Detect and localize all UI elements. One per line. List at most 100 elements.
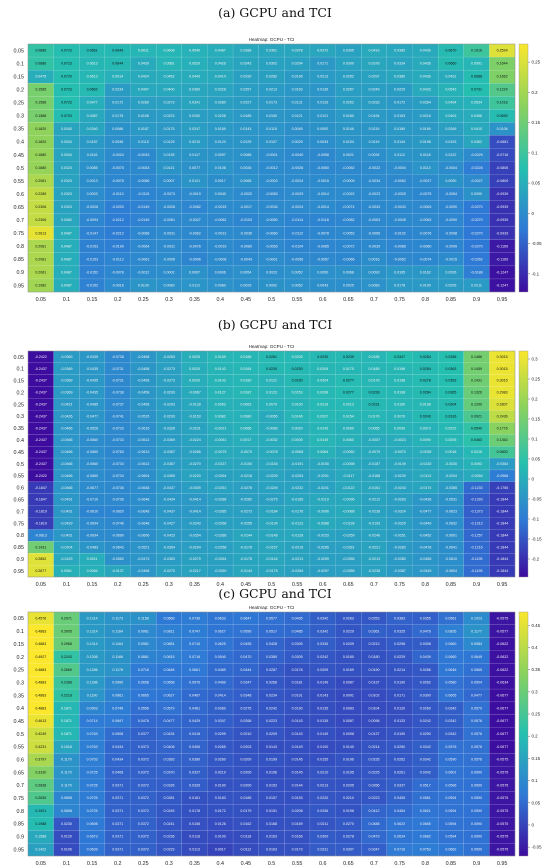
y-tick-label: 0.2 xyxy=(17,87,25,93)
x-tick-label: 0.15 xyxy=(87,297,98,303)
cell-value-label: -0.0034 xyxy=(265,205,277,209)
cell-value-label: 0.0649 xyxy=(471,655,482,659)
cell-value-label: 0.1820 xyxy=(35,140,46,144)
cell-value-label: 0.0961 xyxy=(138,629,149,633)
cell-value-label: -0.0150 xyxy=(317,462,329,466)
cell-value-label: 0.0372 xyxy=(138,771,149,775)
cell-value-label: 0.0183 xyxy=(215,796,226,800)
y-tick-label: 0.5 xyxy=(17,732,25,738)
cell-value-label: 0.0325 xyxy=(394,629,405,633)
cell-value-label: -0.0273 xyxy=(240,510,252,514)
cell-value-label: -0.1373 xyxy=(470,510,482,514)
cell-value-label: 0.0250 xyxy=(420,732,431,736)
cell-value-label: 0.0280 xyxy=(138,101,149,105)
cell-value-label: -0.0285 xyxy=(342,569,354,573)
cell-value-label: 0.0123 xyxy=(215,140,226,144)
cell-value-label: 0.0275 xyxy=(240,706,251,710)
cell-value-label: -0.0231 xyxy=(189,426,201,430)
cell-value-label: 0.0020 xyxy=(292,426,303,430)
cell-value-label: 0.0282 xyxy=(266,75,277,79)
cell-value-label: -0.0016 xyxy=(112,283,124,287)
cell-value-label: 0.1178 xyxy=(112,668,123,672)
cell-value-label: -0.0369 xyxy=(60,391,72,395)
cell-value-label: 0.0361 xyxy=(266,49,277,53)
cell-value-label: -0.0364 xyxy=(496,462,508,466)
cell-value-label: 0.4883 xyxy=(35,642,46,646)
cell-value-label: -0.0423 xyxy=(163,533,175,537)
cell-value-label: 0.0623 xyxy=(394,822,405,826)
cell-value-label: -0.0414 xyxy=(189,510,201,514)
cell-value-label: 0.0278 xyxy=(343,835,354,839)
cell-value-label: 0.0613 xyxy=(87,62,98,66)
cell-value-label: 0.0011 xyxy=(87,557,98,561)
cell-value-label: -0.0074 xyxy=(342,205,354,209)
x-tick-label: 0.7 xyxy=(370,297,378,303)
cell-value-label: 0.0570 xyxy=(471,706,482,710)
cell-value-label: -0.0088 xyxy=(342,510,354,514)
colorbar-tick-label: 0.2 xyxy=(532,397,539,402)
cell-value-label: 0.0122 xyxy=(445,153,456,157)
cell-value-label: 0.0234 xyxy=(112,88,123,92)
cell-value-label: 0.0658 xyxy=(163,681,174,685)
cell-value-label: -0.0734 xyxy=(112,474,124,478)
cell-value-label: -0.0006 xyxy=(163,257,175,261)
cell-value-label: 0.0119 xyxy=(369,140,380,144)
cell-value-label: -0.0082 xyxy=(189,205,201,209)
cell-value-label: -0.0238 xyxy=(368,510,380,514)
cell-value-label: -0.0218 xyxy=(240,474,252,478)
cell-value-label: -0.0012 xyxy=(137,270,149,274)
cell-value-label: -0.0270 xyxy=(163,569,175,573)
cell-value-label: -0.0117 xyxy=(342,474,354,478)
cell-value-label: 0.4249 xyxy=(35,732,46,736)
cell-value-label: 0.0305 xyxy=(292,655,303,659)
cell-value-label: 0.0163 xyxy=(266,848,277,852)
cell-value-label: 0.4883 xyxy=(35,706,46,710)
cell-value-label: -0.0939 xyxy=(496,231,508,235)
y-tick-label: 0.55 xyxy=(14,474,25,480)
cell-value-label: -0.0622 xyxy=(496,668,508,672)
y-tick-label: 0.15 xyxy=(14,642,25,648)
cell-value-label: -0.0264 xyxy=(291,569,303,573)
cell-value-label: 0.0173 xyxy=(292,848,303,852)
cell-value-label: -0.0027 xyxy=(470,179,482,183)
cell-value-label: -0.0285 xyxy=(342,557,354,561)
cell-value-label: 0.4576 xyxy=(35,616,46,620)
cell-value-label: -0.0741 xyxy=(112,414,124,418)
x-tick-label: 0.95 xyxy=(497,582,508,588)
y-tick-label: 0.9 xyxy=(17,557,25,563)
cell-value-label: -0.0710 xyxy=(86,498,98,502)
cell-value-label: 0.2081 xyxy=(35,179,46,183)
cell-value-label: -0.0149 xyxy=(137,218,149,222)
cell-value-label: 0.0311 xyxy=(317,848,328,852)
cell-value-label: 0.0601 xyxy=(445,771,456,775)
cell-value-label: -0.0239 xyxy=(394,474,406,478)
cell-value-label: 0.0158 xyxy=(189,822,200,826)
cell-value-label: 0.1018 xyxy=(497,101,508,105)
cell-value-label: -0.0632 xyxy=(445,521,457,525)
cell-value-label: 0.0100 xyxy=(317,745,328,749)
cell-value-label: 0.0196 xyxy=(343,758,354,762)
cell-value-label: -0.0102 xyxy=(394,231,406,235)
cell-value-label: -0.0052 xyxy=(342,231,354,235)
cell-value-label: 0.0406 xyxy=(189,745,200,749)
cell-value-label: 0.0433 xyxy=(420,88,431,92)
cell-value-label: -0.0078 xyxy=(112,179,124,183)
cell-value-label: 0.0731 xyxy=(471,88,482,92)
cell-value-label: 0.0200 xyxy=(240,771,251,775)
cell-value-label: 0.0383 xyxy=(394,616,405,620)
cell-value-label: 0.3330 xyxy=(35,771,46,775)
cell-value-label: 0.1422 xyxy=(35,848,46,852)
cell-value-label: 0.0252 xyxy=(343,101,354,105)
cell-value-label: 0.0262 xyxy=(394,758,405,762)
x-tick-label: 0.45 xyxy=(241,297,252,303)
cell-value-label: -0.0085 xyxy=(317,244,329,248)
cell-value-label: -0.0123 xyxy=(291,521,303,525)
cell-value-label: -0.0144 xyxy=(265,557,277,561)
cell-value-label: 0.0590 xyxy=(471,771,482,775)
cell-value-label: -0.1844 xyxy=(496,521,508,525)
cell-value-label: 0.0380 xyxy=(394,75,405,79)
x-tick-label: 0.8 xyxy=(422,861,430,866)
colorbar-tick-label: 0.25 xyxy=(532,712,541,717)
cell-value-label: -0.0677 xyxy=(496,706,508,710)
cell-value-label: -0.0660 xyxy=(86,462,98,466)
